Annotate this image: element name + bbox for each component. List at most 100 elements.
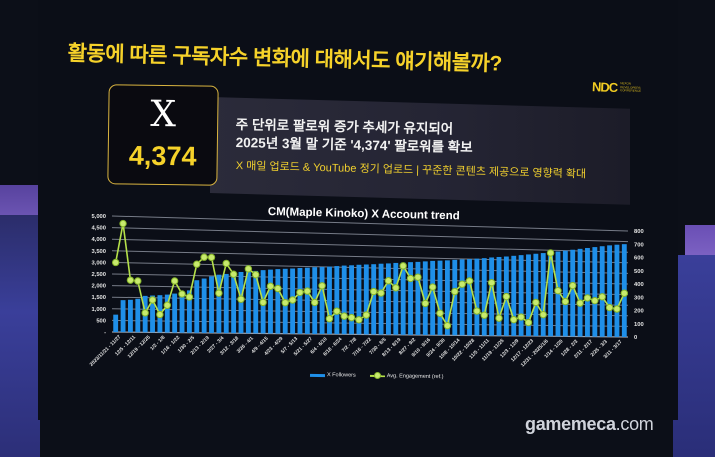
svg-text:400: 400	[634, 282, 644, 288]
follower-bar	[319, 266, 325, 335]
engagement-point	[524, 318, 533, 327]
bar-swatch-icon	[309, 373, 326, 377]
engagement-point	[237, 295, 245, 303]
svg-text:100: 100	[634, 322, 644, 328]
engagement-point	[392, 284, 400, 292]
line-marker-swatch-icon	[369, 374, 385, 378]
svg-text:2,500: 2,500	[91, 272, 106, 278]
svg-text:1,500: 1,500	[91, 295, 106, 301]
follower-bar	[592, 247, 598, 337]
follower-bar	[150, 295, 155, 333]
svg-text:0: 0	[634, 335, 637, 341]
engagement-point	[473, 307, 481, 315]
follower-bar	[393, 262, 399, 335]
engagement-point	[111, 258, 120, 267]
watermark: gamemeca.com	[525, 414, 654, 435]
engagement-point	[406, 274, 415, 283]
engagement-point	[333, 307, 341, 315]
svg-text:1,000: 1,000	[91, 307, 106, 313]
engagement-point	[569, 281, 577, 290]
engagement-point	[591, 296, 599, 305]
svg-text:200: 200	[634, 309, 644, 315]
follower-bar	[489, 257, 495, 336]
follower-bar	[452, 259, 458, 336]
follower-bar	[186, 290, 192, 333]
engagement-point	[222, 259, 230, 268]
follower-bar	[378, 263, 384, 335]
engagement-point	[193, 260, 201, 268]
legend-engagement: Avg. Engagement (ref.)	[369, 373, 444, 381]
engagement-point	[539, 310, 547, 319]
engagement-point	[296, 288, 304, 297]
follower-bar	[268, 269, 273, 334]
follower-bar	[474, 258, 480, 336]
follower-bar	[415, 261, 421, 335]
follower-bar	[297, 267, 303, 334]
follower-bar	[216, 274, 222, 334]
engagement-point	[546, 249, 555, 257]
follower-bar	[341, 265, 347, 335]
engagement-point	[318, 282, 326, 290]
follower-bar	[201, 278, 207, 333]
follower-bar	[349, 265, 355, 335]
follower-bar	[570, 249, 576, 337]
engagement-point	[502, 292, 511, 301]
engagement-point	[347, 313, 356, 322]
engagement-point	[134, 277, 142, 285]
engagement-point	[340, 312, 348, 320]
engagement-point	[170, 277, 179, 285]
follower-bar	[223, 273, 229, 334]
engagement-point	[266, 282, 275, 290]
engagement-point	[605, 303, 614, 312]
follower-bar	[164, 294, 170, 333]
follower-bar	[120, 300, 126, 333]
engagement-point	[369, 287, 378, 296]
engagement-point	[141, 309, 149, 317]
stage-backdrop-right	[673, 255, 715, 457]
svg-text:-: -	[104, 330, 106, 336]
engagement-point	[465, 277, 474, 285]
engagement-point	[399, 262, 407, 270]
engagement-point	[613, 305, 621, 313]
legend-engagement-label: Avg. Engagement (ref.)	[386, 373, 444, 381]
svg-text:4,500: 4,500	[91, 226, 106, 232]
follower-bar	[444, 260, 450, 336]
engagement-point	[561, 297, 570, 306]
engagement-point	[325, 315, 334, 323]
presentation-screen	[38, 0, 678, 420]
follower-bar	[511, 255, 517, 336]
follower-bar	[363, 264, 369, 335]
follower-bar	[179, 292, 185, 333]
follower-bar	[607, 245, 613, 337]
follower-bar	[113, 314, 119, 333]
follower-bar	[562, 250, 568, 337]
engagement-point	[148, 296, 157, 304]
engagement-point	[362, 311, 371, 319]
engagement-point	[126, 276, 135, 284]
follower-bar	[614, 244, 620, 337]
engagement-point	[119, 219, 127, 228]
engagement-point	[281, 299, 289, 307]
legend-followers: X Followers	[309, 372, 356, 379]
follower-bar	[371, 264, 377, 335]
engagement-point	[532, 298, 540, 307]
svg-text:800: 800	[634, 229, 644, 235]
engagement-point	[517, 313, 525, 321]
svg-text:500: 500	[96, 318, 106, 324]
left-axis-ticks: - 500 1,000 1,500 2,000 2,500 3,000 3,500 4,000 4…	[91, 214, 106, 336]
legend-followers-label: X Followers	[326, 372, 356, 379]
follower-bar	[437, 260, 443, 336]
engagement-point	[259, 298, 267, 307]
engagement-point	[480, 311, 488, 319]
svg-text:4,000: 4,000	[91, 237, 106, 243]
engagement-point	[620, 289, 629, 297]
follower-bar	[599, 246, 605, 337]
watermark-tld: .com	[615, 414, 654, 434]
engagement-point	[163, 301, 171, 309]
follower-bar	[231, 272, 237, 334]
engagement-point	[355, 316, 363, 324]
engagement-point	[207, 253, 216, 262]
follower-bar	[327, 266, 332, 335]
engagement-point	[178, 290, 186, 298]
